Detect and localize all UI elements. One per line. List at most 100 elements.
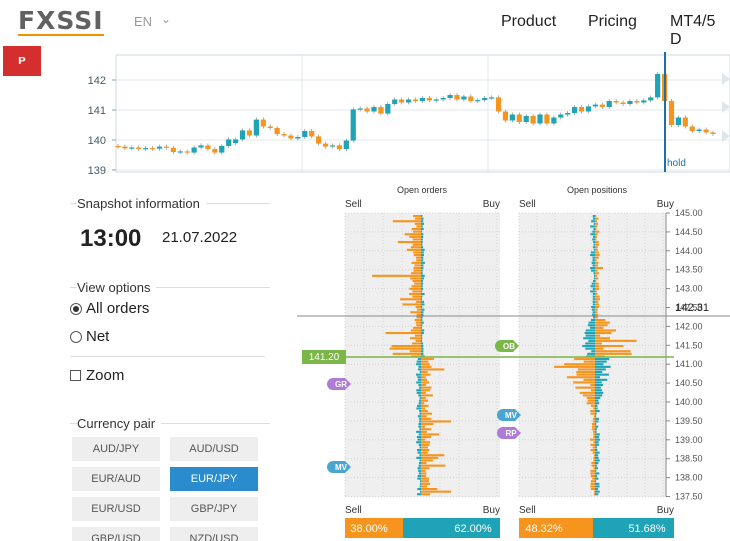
position-bar-sell bbox=[593, 459, 595, 462]
position-bar-buy bbox=[595, 410, 600, 413]
pair-button-gbp-usd[interactable]: GBP/USD bbox=[72, 527, 160, 541]
nav-mt45[interactable]: MT4/5 D bbox=[670, 13, 716, 48]
candle bbox=[502, 111, 509, 121]
marker-gr[interactable]: GR bbox=[327, 378, 351, 390]
scroll-right-icon[interactable] bbox=[722, 73, 730, 85]
pair-button-aud-jpy[interactable]: AUD/JPY bbox=[72, 437, 160, 461]
position-bar-sell bbox=[592, 293, 595, 296]
order-bar-buy bbox=[421, 295, 423, 298]
zoom-checkbox[interactable] bbox=[70, 370, 81, 381]
order-bar-sell bbox=[415, 321, 421, 324]
position-bar-sell bbox=[575, 386, 595, 389]
order-bar-buy bbox=[421, 404, 429, 407]
order-bar-buy bbox=[421, 228, 424, 231]
pair-button-aud-usd[interactable]: AUD/USD bbox=[170, 437, 258, 461]
candle bbox=[648, 97, 654, 101]
scroll-right-icon[interactable] bbox=[722, 101, 730, 113]
position-bar-buy bbox=[595, 363, 604, 366]
position-bar-buy bbox=[595, 446, 597, 449]
zoom-option[interactable]: Zoom bbox=[70, 367, 124, 384]
order-bar-buy bbox=[421, 243, 423, 246]
position-bar-buy bbox=[595, 358, 610, 361]
zoom-label: Zoom bbox=[86, 367, 125, 384]
marker-ob[interactable]: OB bbox=[495, 340, 519, 352]
pair-button-nzd-usd[interactable]: NZD/USD bbox=[170, 527, 258, 541]
pair-button-gbp-jpy[interactable]: GBP/JPY bbox=[170, 497, 258, 521]
candle bbox=[316, 136, 322, 144]
language-selector[interactable]: EN bbox=[134, 14, 153, 29]
marker-mv-positions[interactable]: MV bbox=[497, 409, 521, 421]
order-bar-sell bbox=[415, 256, 421, 259]
position-bar-buy bbox=[595, 267, 603, 270]
order-bar-sell bbox=[397, 241, 421, 244]
position-bar-sell bbox=[592, 425, 595, 428]
position-bar-sell bbox=[593, 433, 595, 436]
net-option[interactable]: Net bbox=[70, 328, 109, 345]
position-bar-buy bbox=[595, 430, 597, 433]
position-bar-buy bbox=[595, 449, 598, 452]
position-bar-sell bbox=[592, 430, 595, 433]
positions-sell-label-bottom: Sell bbox=[519, 505, 536, 516]
order-bar-buy bbox=[421, 449, 430, 452]
position-bar-sell bbox=[590, 290, 595, 293]
order-bar-buy bbox=[421, 423, 434, 426]
order-bar-sell bbox=[404, 233, 421, 236]
order-bar-sell bbox=[409, 287, 421, 290]
order-bar-buy bbox=[421, 368, 445, 371]
order-bar-buy bbox=[421, 381, 430, 384]
chevron-down-icon[interactable]: ⌄ bbox=[161, 12, 172, 26]
order-bar-buy bbox=[421, 475, 427, 478]
candle bbox=[371, 107, 377, 112]
position-bar-buy bbox=[595, 280, 597, 283]
order-bar-sell bbox=[418, 472, 421, 475]
order-bar-sell bbox=[416, 389, 421, 392]
position-bar-buy bbox=[595, 274, 598, 277]
marker-rp[interactable]: RP bbox=[497, 427, 521, 439]
order-bar-sell bbox=[385, 332, 421, 335]
order-bar-sell bbox=[416, 360, 421, 363]
position-bar-buy bbox=[595, 378, 608, 381]
order-bar-sell bbox=[419, 420, 421, 423]
fxssi-logo[interactable]: FXSSI bbox=[18, 6, 104, 35]
position-bar-sell bbox=[590, 438, 595, 441]
scroll-right-icon[interactable] bbox=[722, 130, 730, 142]
order-bar-buy bbox=[421, 469, 426, 472]
position-bar-sell bbox=[593, 467, 595, 470]
positions-sell-bar bbox=[519, 518, 593, 538]
position-bar-sell bbox=[592, 256, 595, 259]
net-radio[interactable] bbox=[70, 330, 82, 343]
position-bar-sell bbox=[590, 254, 595, 257]
candle bbox=[565, 113, 571, 115]
nav-product[interactable]: Product bbox=[501, 13, 557, 30]
nav-pricing[interactable]: Pricing bbox=[588, 13, 637, 30]
marker-mv-orders[interactable]: MV bbox=[327, 461, 351, 473]
pair-button-eur-usd[interactable]: EUR/USD bbox=[72, 497, 160, 521]
order-bar-buy bbox=[421, 415, 427, 418]
position-bar-buy bbox=[595, 462, 599, 465]
position-bar-buy bbox=[595, 339, 637, 342]
order-bar-sell bbox=[414, 264, 421, 267]
order-bar-buy bbox=[421, 493, 431, 496]
pair-button-eur-aud[interactable]: EUR/AUD bbox=[72, 467, 160, 491]
order-bar-buy bbox=[421, 251, 424, 254]
order-bar-buy bbox=[421, 365, 432, 368]
position-bar-sell bbox=[587, 324, 595, 327]
position-bar-sell bbox=[590, 404, 595, 407]
all-orders-option[interactable]: All orders bbox=[70, 300, 149, 317]
price-axis-label: 140.00 bbox=[675, 397, 703, 407]
pinterest-share-button[interactable]: ᴘ bbox=[3, 46, 41, 76]
position-bar-buy bbox=[595, 290, 597, 293]
candle bbox=[322, 143, 329, 147]
position-bar-sell bbox=[589, 326, 595, 329]
pair-button-eur-jpy[interactable]: EUR/JPY bbox=[170, 467, 258, 491]
position-bar-sell bbox=[593, 241, 595, 244]
order-bar-buy bbox=[421, 274, 425, 277]
candle bbox=[426, 98, 432, 101]
position-bar-buy bbox=[595, 311, 598, 314]
candle bbox=[689, 126, 695, 131]
position-bar-sell bbox=[592, 235, 595, 238]
price-chart[interactable]: 142 141 140 139 hold bbox=[70, 46, 730, 176]
order-bar-sell bbox=[413, 254, 421, 257]
candle bbox=[405, 99, 412, 103]
all-orders-radio[interactable] bbox=[70, 302, 82, 315]
